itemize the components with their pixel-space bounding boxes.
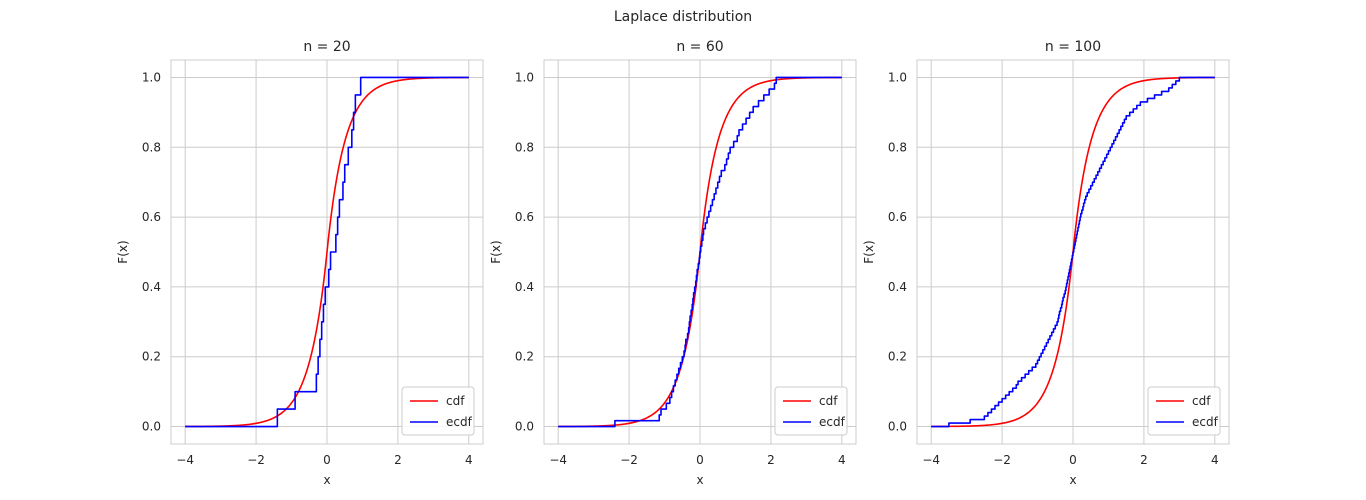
- x-tick-label: −4: [549, 453, 567, 467]
- y-tick-label: 0.2: [515, 350, 534, 364]
- legend-box: [1147, 386, 1221, 436]
- y-tick-label: 0.6: [142, 210, 161, 224]
- legend-box: [774, 386, 848, 436]
- legend-label-cdf: cdf: [819, 394, 838, 408]
- cdf-line: [185, 76, 469, 428]
- x-tick-label: 4: [838, 453, 846, 467]
- x-tick-label: −2: [247, 453, 265, 467]
- x-axis-label: x: [696, 473, 703, 487]
- x-axis-label: x: [323, 473, 330, 487]
- x-tick-label: −2: [620, 453, 638, 467]
- legend-label-ecdf: ecdf: [1192, 415, 1219, 429]
- axes-frame: [170, 59, 484, 445]
- legend-label-cdf: cdf: [1192, 394, 1211, 408]
- y-tick-label: 1.0: [515, 70, 534, 84]
- x-tick-label: 4: [1211, 453, 1219, 467]
- legend: cdf ecdf: [774, 386, 848, 436]
- ecdf-line: [185, 76, 469, 428]
- y-tick-label: 0.8: [142, 140, 161, 154]
- y-tick-label: 0.4: [515, 280, 534, 294]
- legend-box: [401, 386, 475, 436]
- x-tick-label: 0: [1069, 453, 1077, 467]
- subplot-title: n = 100: [1045, 39, 1101, 55]
- y-tick-label: 1.0: [142, 70, 161, 84]
- x-tick-label: 2: [1140, 453, 1148, 467]
- y-tick-label: 1.0: [888, 70, 907, 84]
- legend: cdf ecdf: [1147, 386, 1221, 436]
- y-tick-label: 0.8: [515, 140, 534, 154]
- x-tick-label: −4: [176, 453, 194, 467]
- legend-label-ecdf: ecdf: [819, 415, 846, 429]
- axes-frame: [916, 59, 1230, 445]
- y-tick-label: 0.0: [142, 420, 161, 434]
- x-tick-label: 0: [696, 453, 704, 467]
- subplot-2: −4 −2 0 2 4 0.0 0.2 0.4 0.6 0.8 1.0 x F(x) n = 60 cdf e…: [489, 39, 857, 487]
- figure-title: Laplace distribution: [614, 9, 752, 25]
- subplot-title: n = 60: [676, 39, 723, 55]
- x-tick-label: 0: [323, 453, 331, 467]
- y-tick-label: 0.0: [515, 420, 534, 434]
- subplot-title: n = 20: [303, 39, 350, 55]
- y-axis-label: F(x): [862, 240, 876, 263]
- legend-label-ecdf: ecdf: [446, 415, 473, 429]
- subplots: −4 −2 0 2 4 0.0 0.2 0.4 0.6 0.8 1.0 x F(x) n = 20 cdf e…: [116, 39, 1230, 487]
- x-tick-label: −4: [922, 453, 940, 467]
- subplot-1: −4 −2 0 2 4 0.0 0.2 0.4 0.6 0.8 1.0 x F(x) n = 20 cdf e…: [116, 39, 484, 487]
- y-tick-label: 0.6: [888, 210, 907, 224]
- axes-frame: [543, 59, 857, 445]
- y-tick-label: 0.2: [888, 350, 907, 364]
- x-tick-label: 2: [394, 453, 402, 467]
- legend-label-cdf: cdf: [446, 394, 465, 408]
- subplot-3: −4 −2 0 2 4 0.0 0.2 0.4 0.6 0.8 1.0 x F(x) n = 100 cdf…: [862, 39, 1230, 487]
- x-tick-label: 2: [767, 453, 775, 467]
- ecdf-line: [558, 76, 842, 428]
- y-tick-label: 0.0: [888, 420, 907, 434]
- y-axis-label: F(x): [116, 240, 130, 263]
- y-tick-label: 0.4: [142, 280, 161, 294]
- y-tick-label: 0.8: [888, 140, 907, 154]
- y-tick-label: 0.4: [888, 280, 907, 294]
- y-tick-label: 0.2: [142, 350, 161, 364]
- legend: cdf ecdf: [401, 386, 475, 436]
- y-tick-label: 0.6: [515, 210, 534, 224]
- ecdf-line: [931, 76, 1215, 428]
- x-axis-label: x: [1069, 473, 1076, 487]
- x-tick-label: 4: [465, 453, 473, 467]
- y-axis-label: F(x): [489, 240, 503, 263]
- x-tick-label: −2: [993, 453, 1011, 467]
